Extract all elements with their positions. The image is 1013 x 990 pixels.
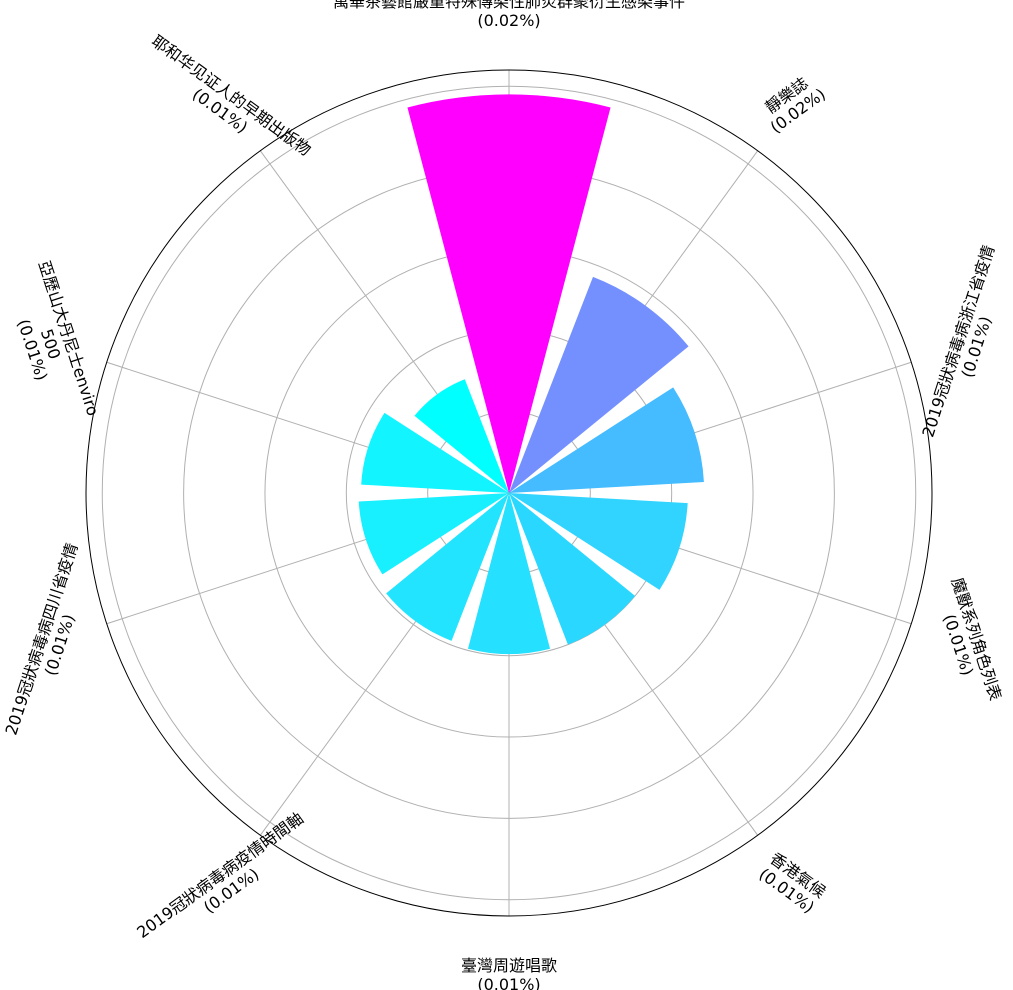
bar-10: [414, 379, 509, 493]
polar-bars: [358, 94, 704, 655]
category-label-5: 香港氣候(0.01%): [756, 849, 830, 917]
category-label-1-line-1: 萬華茶藝館嚴重特殊傳染性肺炎群聚衍生感染事件: [333, 0, 685, 11]
bar-9: [361, 412, 509, 493]
bar-7: [386, 493, 509, 641]
bar-4: [509, 493, 688, 590]
category-label-3: 2019冠狀病毒病浙江省疫情(0.01%): [918, 243, 998, 440]
category-label-8: 2019冠狀病毒病四川省疫情(0.01%): [2, 541, 82, 738]
bar-5: [509, 493, 636, 645]
polar-frame: [85, 69, 933, 917]
bar-1: [407, 94, 611, 494]
category-label-7-line-1: 2019冠狀病毒病疫情時間軸: [133, 809, 307, 942]
bar-3: [509, 387, 704, 493]
category-label-4: 魔獸系列角色列表(0.01%): [940, 575, 1006, 703]
category-label-6-line-1: 臺灣周遊唱歌: [461, 956, 557, 975]
bar-6: [467, 493, 551, 655]
bar-8: [358, 493, 509, 575]
category-label-10: 耶和华见证人的早期出版物(0.01%): [148, 31, 315, 159]
category-label-1: 萬華茶藝館嚴重特殊傳染性肺炎群聚衍生感染事件(0.02%): [333, 0, 685, 30]
bar-2: [509, 276, 689, 493]
category-label-7: 2019冠狀病毒病疫情時間軸(0.01%): [133, 809, 307, 942]
category-label-1-line-2: (0.02%): [477, 11, 540, 30]
category-label-10-line-1: 耶和华见证人的早期出版物: [148, 31, 315, 159]
category-label-6: 臺灣周遊唱歌(0.01%): [461, 956, 557, 990]
category-label-6-line-2: (0.01%): [477, 975, 540, 990]
category-label-2: 靜樂誌(0.02%): [762, 74, 829, 137]
